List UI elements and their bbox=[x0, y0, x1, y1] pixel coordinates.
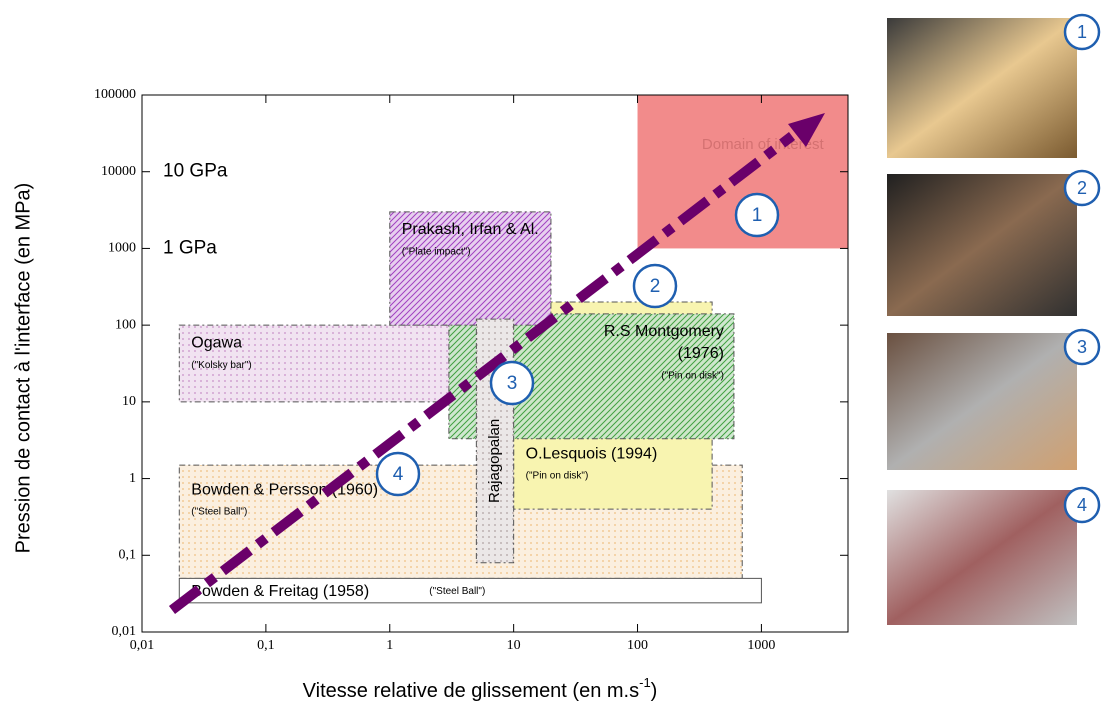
marker-label: 3 bbox=[507, 373, 518, 394]
y-tick-label: 100000 bbox=[94, 87, 136, 102]
plot-frame bbox=[141, 94, 849, 633]
marker-circle bbox=[375, 451, 421, 497]
y-tick-label: 100 bbox=[115, 317, 136, 332]
region-label: (1976) bbox=[678, 345, 724, 362]
y-tick-label: 1 bbox=[129, 471, 136, 486]
arrow-head bbox=[788, 113, 825, 147]
photo-badge bbox=[1063, 13, 1101, 51]
y-tick-label: 0,1 bbox=[119, 548, 137, 563]
region-sublabel: ("Plate impact") bbox=[402, 246, 471, 257]
photo bbox=[887, 174, 1077, 316]
photo bbox=[887, 18, 1077, 158]
x-tick-label: 0,01 bbox=[130, 638, 155, 653]
photo-badge bbox=[1063, 169, 1101, 207]
region-label: R.S Montgomery bbox=[604, 323, 724, 340]
annotation: 10 GPa bbox=[163, 161, 228, 182]
x-axis-label-part: ) bbox=[651, 680, 658, 702]
annotation: 1 GPa bbox=[163, 237, 217, 258]
marker-label: 4 bbox=[393, 464, 404, 485]
region bbox=[389, 211, 552, 326]
photo-badge-label: 4 bbox=[1077, 495, 1087, 515]
photo bbox=[887, 333, 1077, 470]
x-axis-label-part: -1 bbox=[639, 675, 651, 690]
x-tick-label: 1000 bbox=[747, 638, 775, 653]
y-tick-label: 10 bbox=[122, 394, 136, 409]
marker-label: 1 bbox=[752, 205, 763, 226]
x-axis-label: Vitesse relative de glissement (en m.s-1… bbox=[303, 675, 658, 702]
y-axis-label: Pression de contact à l'interface (en MP… bbox=[12, 183, 34, 554]
region-label: O.Lesquois (1994) bbox=[526, 445, 658, 462]
y-tick-label: 10000 bbox=[101, 164, 136, 179]
region-label: Ogawa bbox=[191, 334, 242, 351]
region-label: Bowden & Freitag (1958) bbox=[191, 583, 369, 600]
x-tick-label: 1 bbox=[386, 638, 393, 653]
region bbox=[178, 577, 762, 604]
y-tick-label: 0,01 bbox=[112, 624, 137, 639]
region-sublabel: ("Pin on disk") bbox=[661, 371, 724, 382]
photos bbox=[887, 18, 1077, 625]
region-sublabel: ("Pin on disk") bbox=[526, 471, 589, 482]
region-label: Bowden & Persson (1960) bbox=[191, 481, 378, 498]
region-sublabel: ("Steel Ball") bbox=[191, 507, 247, 518]
photo-badge-label: 2 bbox=[1077, 178, 1087, 198]
x-tick-label: 10 bbox=[507, 638, 521, 653]
marker-label: 2 bbox=[650, 276, 661, 297]
region-label: Rajagopalan bbox=[486, 419, 503, 503]
photo bbox=[887, 490, 1077, 625]
photo-badge bbox=[1063, 486, 1101, 524]
x-axis-label-part: Vitesse relative de glissement (en m.s bbox=[303, 680, 639, 702]
y-tick-label: 1000 bbox=[108, 241, 136, 256]
marker-circle bbox=[489, 360, 535, 406]
x-tick-label: 0,1 bbox=[257, 638, 275, 653]
marker-circle bbox=[632, 263, 678, 309]
region bbox=[178, 324, 503, 403]
photo-badge-label: 3 bbox=[1077, 337, 1087, 357]
region-sublabel: ("Kolsky bar") bbox=[191, 360, 251, 371]
region-sublabel: ("Steel Ball") bbox=[429, 586, 485, 597]
trend-arrow bbox=[168, 132, 796, 614]
photo-badge bbox=[1063, 328, 1101, 366]
marker-circle bbox=[734, 192, 780, 238]
x-tick-label: 100 bbox=[627, 638, 648, 653]
region-label: Prakash, Irfan & Al. bbox=[402, 221, 539, 238]
photo-badge-label: 1 bbox=[1077, 22, 1087, 42]
